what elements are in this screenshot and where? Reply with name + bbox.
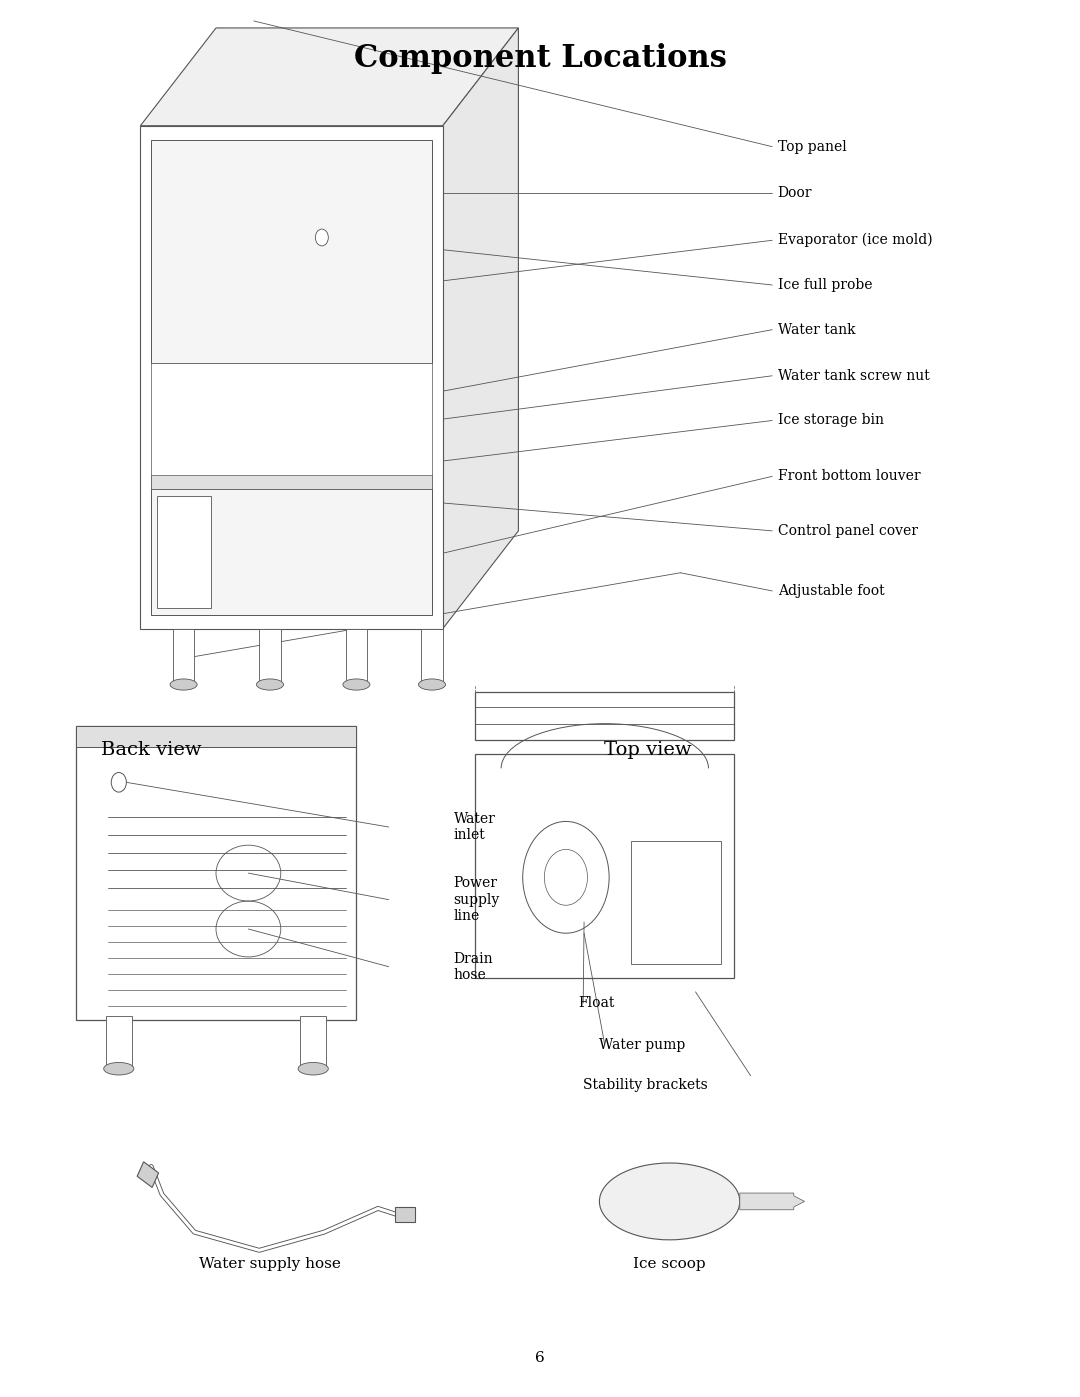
Polygon shape	[140, 126, 443, 629]
Text: Water tank: Water tank	[778, 323, 855, 337]
Bar	[395, 1207, 415, 1222]
Bar	[76, 726, 356, 1020]
Ellipse shape	[599, 1162, 740, 1241]
FancyArrow shape	[740, 1193, 805, 1210]
Text: Power
supply
line: Power supply line	[454, 876, 500, 923]
Ellipse shape	[257, 679, 283, 690]
Bar	[76, 726, 356, 747]
Text: Water
inlet: Water inlet	[454, 812, 496, 842]
Bar	[157, 496, 211, 608]
Bar	[137, 1162, 159, 1187]
Text: Control panel cover: Control panel cover	[778, 524, 918, 538]
Text: Top view: Top view	[604, 742, 692, 759]
Text: Float: Float	[578, 996, 615, 1010]
Ellipse shape	[419, 679, 446, 690]
Text: Back view: Back view	[100, 742, 202, 759]
Ellipse shape	[298, 1062, 328, 1076]
Circle shape	[111, 773, 126, 792]
Text: Front bottom louver: Front bottom louver	[778, 469, 920, 483]
Text: Drain
hose: Drain hose	[454, 951, 494, 982]
Ellipse shape	[104, 1062, 134, 1076]
Bar	[475, 692, 734, 740]
Bar	[346, 629, 367, 685]
Bar	[631, 841, 721, 964]
Bar	[151, 363, 432, 489]
Bar	[300, 1016, 326, 1069]
Text: Stability brackets: Stability brackets	[583, 1078, 708, 1092]
Text: Evaporator (ice mold): Evaporator (ice mold)	[778, 233, 932, 247]
Text: Water supply hose: Water supply hose	[199, 1257, 341, 1271]
Text: Ice storage bin: Ice storage bin	[778, 414, 883, 427]
Ellipse shape	[171, 679, 198, 690]
Bar	[151, 489, 432, 615]
Ellipse shape	[343, 679, 369, 690]
Bar	[421, 629, 443, 685]
Bar	[475, 754, 734, 978]
Bar	[151, 475, 432, 489]
Polygon shape	[443, 28, 518, 629]
Bar	[259, 629, 281, 685]
Text: Ice full probe: Ice full probe	[778, 278, 873, 292]
Bar	[151, 140, 432, 363]
Text: Ice scoop: Ice scoop	[633, 1257, 706, 1271]
Text: Adjustable foot: Adjustable foot	[778, 584, 885, 598]
Bar	[173, 629, 194, 685]
Text: Component Locations: Component Locations	[353, 43, 727, 74]
Text: Top panel: Top panel	[778, 140, 847, 154]
Polygon shape	[140, 28, 518, 126]
Text: Door: Door	[778, 186, 812, 200]
Text: Water tank screw nut: Water tank screw nut	[778, 369, 930, 383]
Text: 6: 6	[535, 1351, 545, 1365]
Text: Water pump: Water pump	[599, 1038, 686, 1052]
Bar	[106, 1016, 132, 1069]
Circle shape	[315, 229, 328, 246]
